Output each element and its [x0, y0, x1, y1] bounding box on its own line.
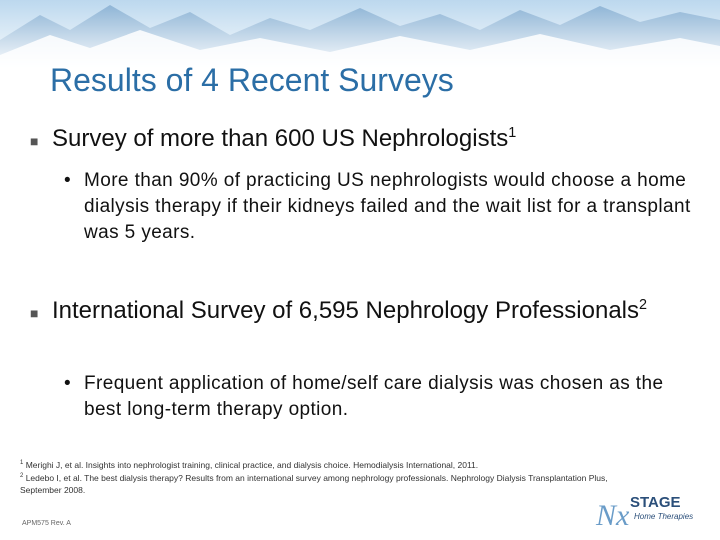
- sub-bullet: • More than 90% of practicing US nephrolo…: [64, 170, 691, 243]
- footnote-text: Merighi J, et al. Insights into nephrolo…: [25, 460, 479, 470]
- footnote-ref: 1: [508, 125, 517, 141]
- footnote-ref: 2: [639, 297, 648, 313]
- bullet: ■ Survey of more than 600 US Nephrologist…: [30, 125, 517, 152]
- document-code: APM575 Rev. A: [22, 520, 71, 527]
- bullet: ■ International Survey of 6,595 Nephrolog…: [30, 297, 648, 324]
- slide-title: Results of 4 Recent Surveys: [50, 62, 454, 98]
- footnote-number: 2: [20, 473, 24, 480]
- mountain-header: [0, 0, 720, 70]
- footnote: 1 Merighi J, et al. Insights into nephro…: [20, 459, 630, 471]
- bullet-text: International Survey of 6,595 Nephrology…: [52, 297, 640, 324]
- bullet-text: Survey of more than 600 US Nephrologists: [52, 125, 509, 152]
- footnote-number: 1: [20, 460, 24, 467]
- logo-mark: Nx: [595, 499, 630, 532]
- sub-bullet-text: More than 90% of practicing US nephrolog…: [84, 170, 691, 243]
- footnote: 2 Ledebo I, et al. The best dialysis the…: [20, 472, 630, 496]
- sub-bullet-text: Frequent application of home/self care d…: [84, 373, 664, 420]
- logo-tagline: Home Therapies: [634, 512, 693, 521]
- logo: Nx STAGE Home Therapies: [595, 494, 693, 532]
- sub-bullet: • Frequent application of home/self care …: [64, 373, 664, 420]
- logo-name: STAGE: [630, 494, 681, 511]
- footnote-text: Ledebo I, et al. The best dialysis thera…: [20, 473, 608, 495]
